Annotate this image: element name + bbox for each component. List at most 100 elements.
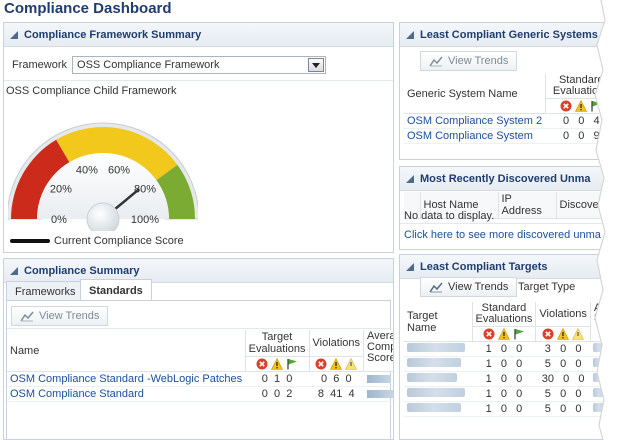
compliance-summary-panel: Compliance Summary Frameworks Standards … <box>3 258 394 440</box>
generic-system-link[interactable]: OSM Compliance System <box>407 130 533 143</box>
framework-select-value: OSS Compliance Framework <box>77 59 220 71</box>
score-bar <box>366 390 393 399</box>
collapse-icon[interactable] <box>10 266 18 275</box>
collapse-icon[interactable] <box>406 30 414 39</box>
warning-icon <box>575 100 588 112</box>
framework-summary-title: Compliance Framework Summary <box>24 28 202 41</box>
framework-select[interactable]: OSS Compliance Framework <box>72 56 327 74</box>
least-targets-header[interactable]: Least Compliant Targets <box>400 255 616 279</box>
col-target-name[interactable]: Target Name <box>404 302 473 343</box>
col-name[interactable]: Name <box>7 330 246 373</box>
redacted-score <box>593 388 606 398</box>
gauge-tick-label: 60% <box>108 165 130 177</box>
tab-standards[interactable]: Standards <box>80 279 152 301</box>
compliant-flag-icon <box>287 359 298 370</box>
gauge-segment-red <box>11 139 70 219</box>
redacted-target-name[interactable] <box>407 373 457 383</box>
recent-discovered-panel: Most Recently Discovered Unma Host Name … <box>399 166 617 250</box>
table-row: OSM Compliance Standard 0 0 2 8 41 4 88 <box>7 386 393 403</box>
table-row: 1 0 0 30 0 0 <box>404 371 616 388</box>
table-row: OSM Compliance Standard -WebLogic Patche… <box>7 371 393 388</box>
col-average-score[interactable]: Average Compliance Score (%) <box>363 330 393 373</box>
col-violations[interactable]: Violations <box>309 330 364 357</box>
col-ip-address[interactable]: IP Address <box>498 192 557 219</box>
recent-discovered-header[interactable]: Most Recently Discovered Unma <box>400 167 616 191</box>
compliance-summary-header[interactable]: Compliance Summary <box>4 259 393 283</box>
generic-system-link[interactable]: OSM Compliance System 2 <box>407 115 543 128</box>
targets-table: Target Name Standard Evaluations Violati… <box>404 302 616 418</box>
warning-icon <box>557 328 570 340</box>
view-trends-button[interactable]: View Trends <box>420 277 518 297</box>
chevron-down-icon[interactable] <box>308 58 325 72</box>
legend-line-icon <box>10 239 50 243</box>
critical-icon <box>542 328 554 340</box>
least-generic-header[interactable]: Least Compliant Generic Systems <box>400 23 616 47</box>
chart-icon <box>20 311 34 322</box>
gauge-segment-green <box>156 164 195 219</box>
redacted-target-name[interactable] <box>407 388 465 398</box>
critical-icon <box>256 358 268 370</box>
redacted-score <box>593 403 606 413</box>
framework-summary-panel: Compliance Framework Summary Framework O… <box>3 22 394 253</box>
table-row: OSM Compliance System 2 0 0 4 <box>404 113 616 130</box>
gauge-tick-label: 20% <box>50 183 72 195</box>
compliance-gauge: 0% 20% 40% 60% 80% 100% <box>8 122 198 231</box>
framework-label: Framework <box>12 59 68 71</box>
gauge-hub <box>86 202 120 231</box>
recent-discovered-title: Most Recently Discovered Unma <box>420 172 591 185</box>
compliant-flag-icon <box>514 329 524 340</box>
view-trends-label: View Trends <box>39 310 100 322</box>
table-row: OSM Compliance System 0 0 9 <box>404 128 616 145</box>
collapse-icon[interactable] <box>406 174 414 183</box>
collapse-icon[interactable] <box>10 30 18 39</box>
compliance-summary-title: Compliance Summary <box>24 264 140 277</box>
gauge-face <box>37 153 169 219</box>
legend-label: Current Compliance Score <box>54 235 184 247</box>
chart-icon <box>429 282 443 293</box>
standard-link[interactable]: OSM Compliance Standard -WebLogic Patche… <box>10 373 243 386</box>
gauge-tick-label: 80% <box>134 183 156 195</box>
page-title: Compliance Dashboard <box>4 0 172 17</box>
chart-icon <box>429 56 443 67</box>
gauge-tick-label: 0% <box>51 214 67 226</box>
target-eval-icons <box>245 356 310 373</box>
col-standard-evaluations[interactable]: Standard Evaluations <box>472 302 537 327</box>
see-more-link[interactable]: Click here to see more discovered unma <box>404 229 601 241</box>
col-violations[interactable]: Violations <box>535 302 591 327</box>
least-targets-panel: Least Compliant Targets View Trends Targ… <box>399 254 617 440</box>
tab-frameworks[interactable]: Frameworks <box>6 281 85 301</box>
redacted-target-name[interactable] <box>407 403 461 413</box>
target-type-label[interactable]: Target Type <box>518 281 576 293</box>
torn-edge-decoration <box>594 0 617 440</box>
violations-icons <box>309 356 364 373</box>
generic-systems-table: Generic System Name Standard Evaluations… <box>404 74 616 145</box>
col-target-evaluations[interactable]: Target Evaluations <box>245 330 310 357</box>
view-trends-button[interactable]: View Trends <box>11 306 109 326</box>
least-targets-title: Least Compliant Targets <box>420 260 548 273</box>
col-generic-system-name[interactable]: Generic System Name <box>404 74 546 115</box>
warning-icon <box>330 358 343 370</box>
framework-summary-header[interactable]: Compliance Framework Summary <box>4 23 393 47</box>
redacted-score <box>593 343 606 353</box>
redacted-target-name[interactable] <box>407 358 461 368</box>
warning-icon <box>271 358 284 370</box>
gauge-tick-label: 100% <box>131 214 159 226</box>
standard-link[interactable]: OSM Compliance Standard <box>10 388 144 401</box>
gauge-tick-label: 40% <box>76 165 98 177</box>
minor-warning-icon <box>572 328 585 340</box>
minor-warning-icon <box>345 358 358 370</box>
standard-eval-icons <box>472 326 537 343</box>
redacted-target-name[interactable] <box>407 343 465 353</box>
col-host-name[interactable]: Host Name <box>420 192 499 219</box>
view-trends-button[interactable]: View Trends <box>420 51 518 71</box>
child-framework-label: OSS Compliance Child Framework <box>6 85 177 97</box>
critical-icon <box>483 328 495 340</box>
violations-icons <box>535 326 591 343</box>
collapse-icon[interactable] <box>406 262 414 271</box>
score-bar <box>366 375 390 384</box>
no-data-text: No data to display. <box>404 210 495 222</box>
